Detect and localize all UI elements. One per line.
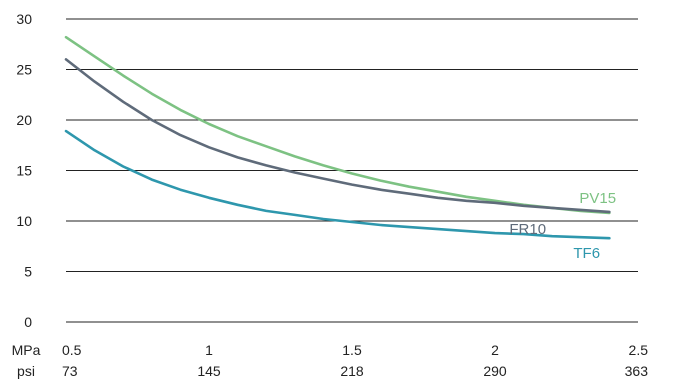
x-tick-label: 1.5	[342, 342, 362, 358]
y-tick-label: 15	[16, 163, 32, 179]
x-tick-label: 0.5	[62, 342, 82, 358]
series-line-fr10	[64, 58, 611, 214]
y-tick-label: 25	[16, 62, 32, 78]
y-tick-label: 5	[24, 264, 32, 280]
x-tick-label: 290	[483, 363, 507, 379]
series-line-pv15	[64, 35, 611, 215]
x-tick-label: 218	[340, 363, 364, 379]
series-line-tf6	[64, 129, 611, 240]
x-tick-label: 363	[625, 363, 649, 379]
y-tick-label: 0	[24, 314, 32, 330]
y-tick-label: 30	[16, 11, 32, 27]
x-tick-label: 2	[491, 342, 499, 358]
series-layer	[64, 35, 611, 240]
x-tick-label: 145	[197, 363, 221, 379]
y-tick-label: 10	[16, 213, 32, 229]
x-axis: MPa 0.5 1 1.5 2 2.5 psi 73 145 218 290 363	[12, 342, 649, 379]
series-label-pv15: PV15	[579, 190, 616, 207]
series-label-fr10: FR10	[509, 221, 546, 238]
series-label-tf6: TF6	[573, 245, 600, 262]
x-axis-unit-label: MPa	[12, 342, 41, 358]
x-tick-label: 2.5	[629, 342, 649, 358]
series-labels: PV15 FR10 TF6	[509, 190, 616, 262]
y-axis: 0 5 10 15 20 25 30	[16, 11, 32, 330]
x-axis-unit-label: psi	[17, 363, 35, 379]
x-tick-label: 1	[205, 342, 213, 358]
grid-layer	[66, 18, 638, 323]
x-tick-label: 73	[62, 363, 78, 379]
y-tick-label: 20	[16, 112, 32, 128]
